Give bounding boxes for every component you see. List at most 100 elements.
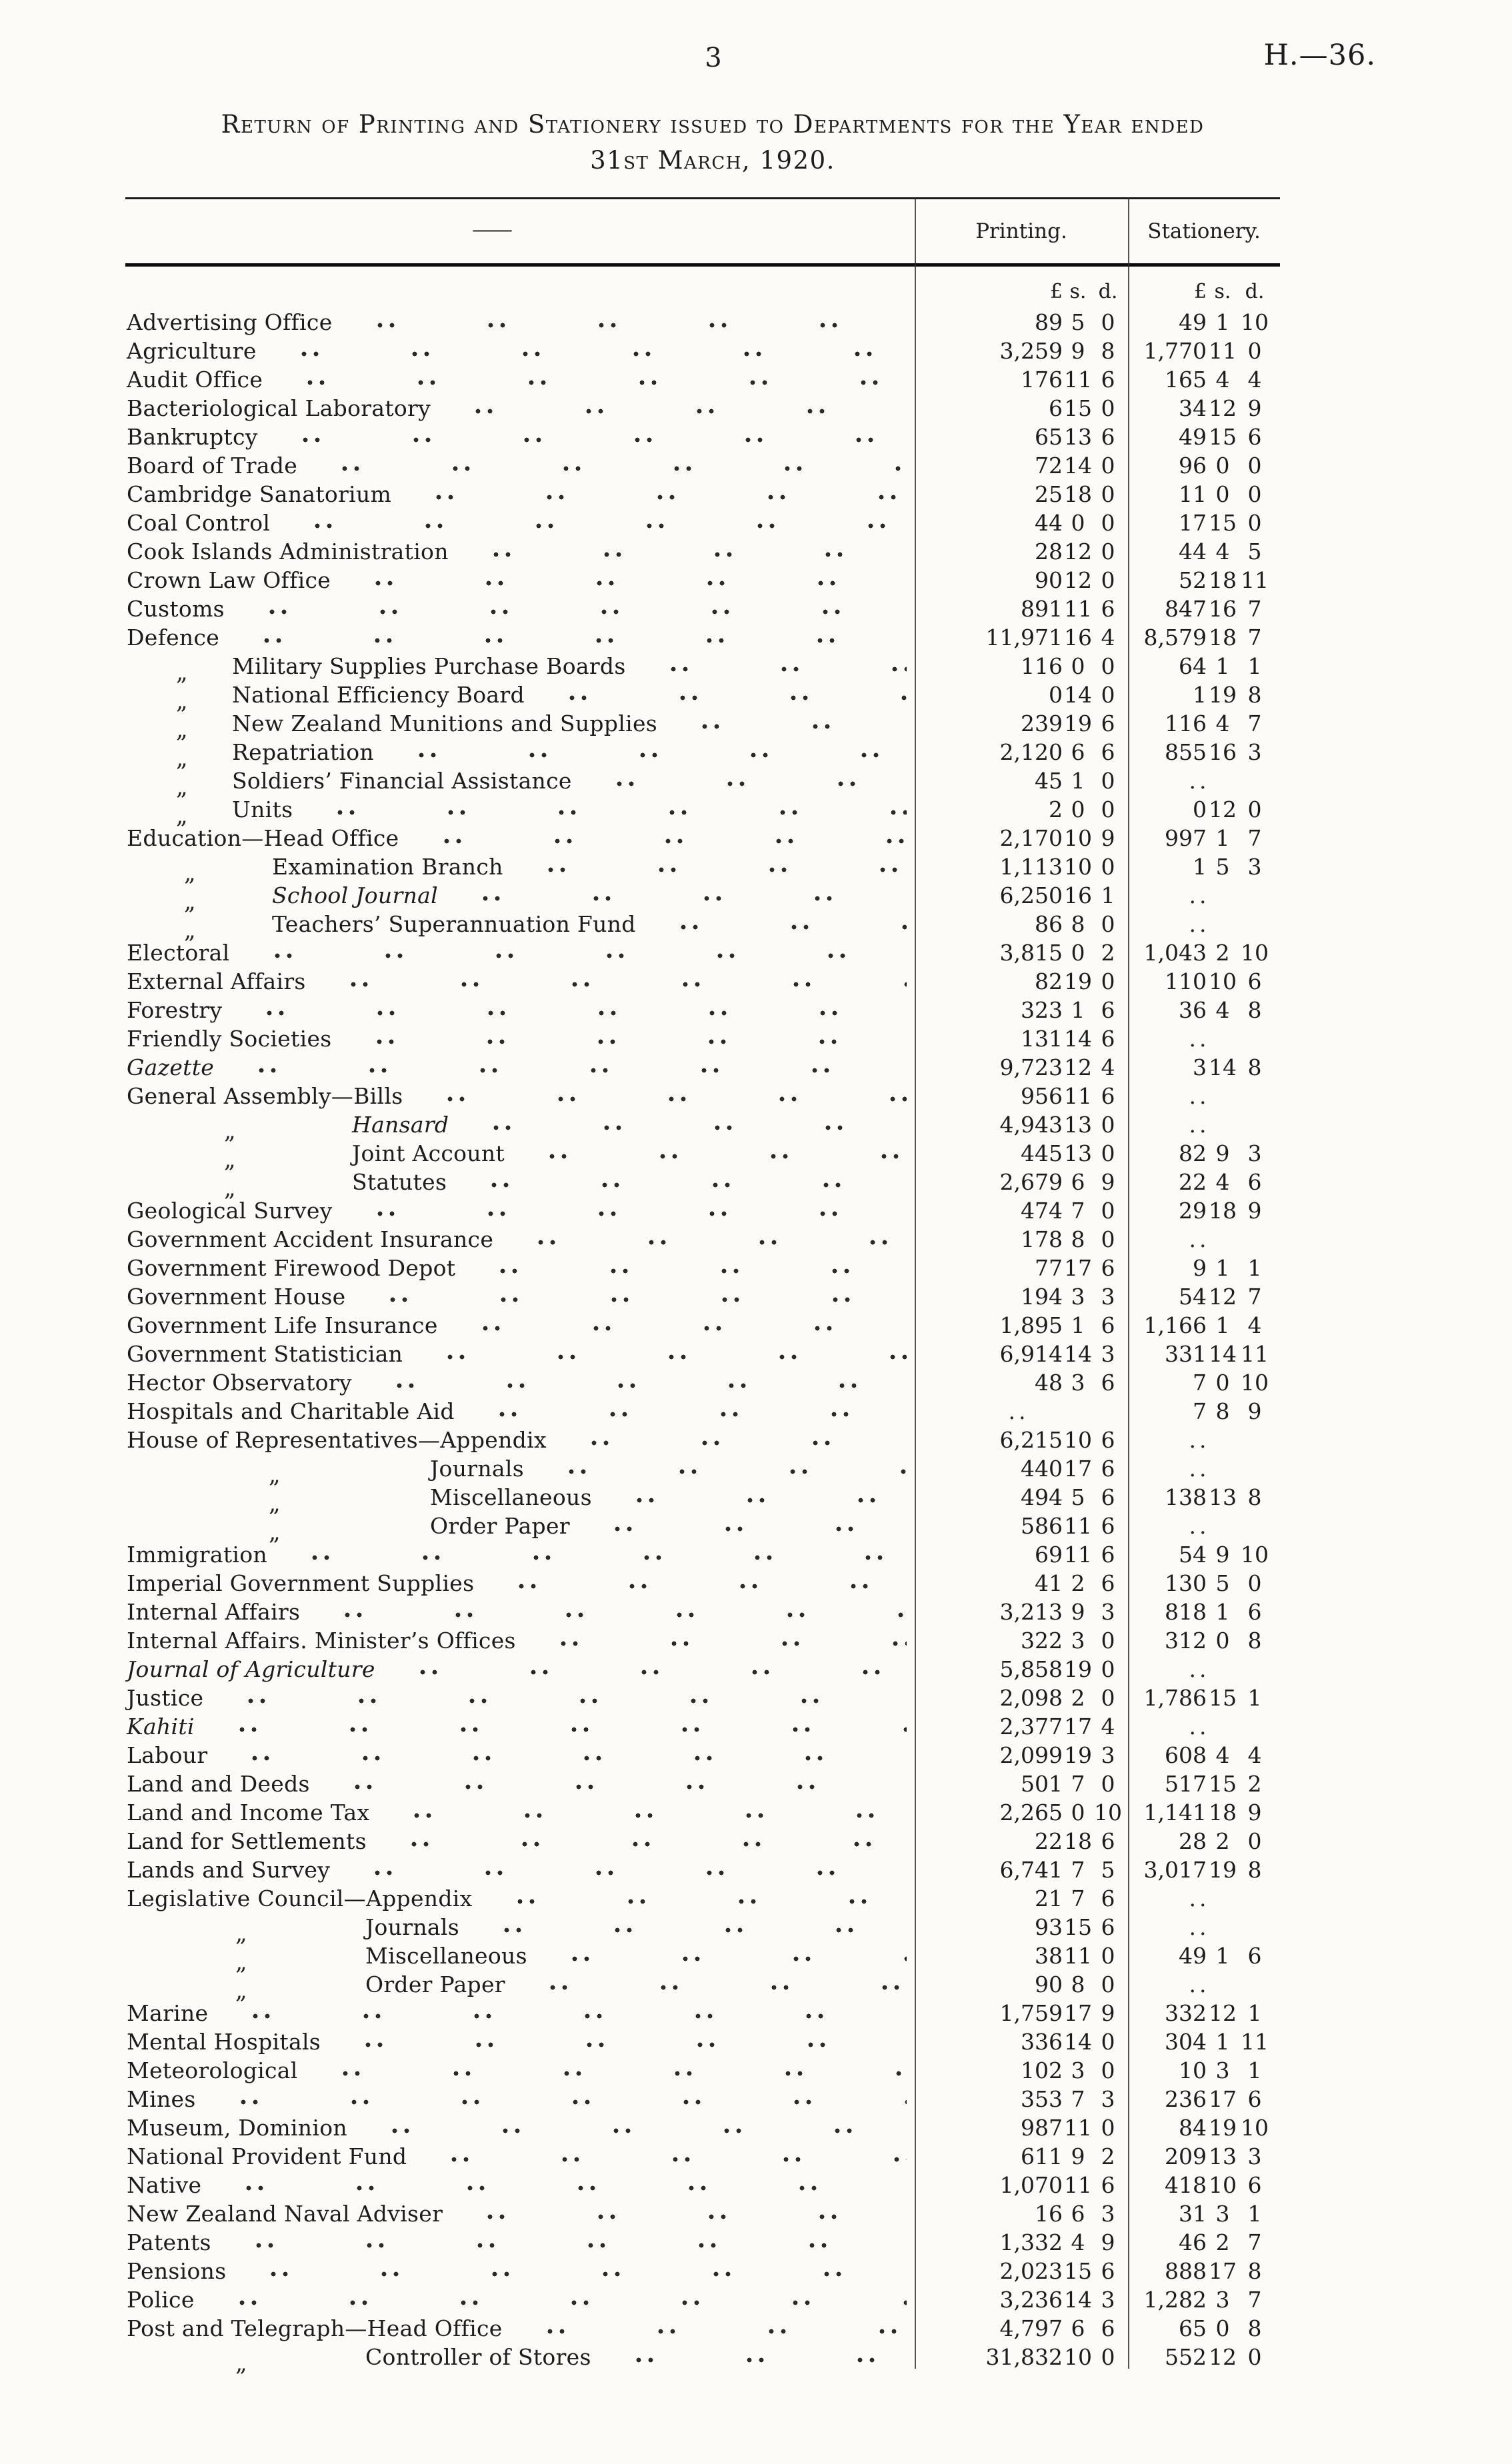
stationery-amount: 1,043 2 10 <box>1143 940 1269 966</box>
table-row: Education—Head Office 2,170 10 9 997 1 7 <box>125 824 1280 852</box>
stationery-amount: .. <box>1189 882 1210 908</box>
department-name: Education—Head Office <box>127 825 399 851</box>
printing-column-rule <box>915 197 916 2369</box>
printing-amount: 6 15 0 <box>1049 395 1115 421</box>
dot-leader <box>513 1225 907 1254</box>
stationery-amount: 1,786 15 1 <box>1143 1685 1262 1711</box>
dot-leader <box>467 1168 907 1196</box>
table-row: Government House 194 3 3 54 12 7 <box>125 1282 1280 1311</box>
stationery-amount: .. <box>1189 1971 1210 1997</box>
table-row: „ Units 2 0 0 0 12 0 <box>125 795 1280 827</box>
department-name: Units <box>232 796 293 822</box>
department-cell: National Provident Fund <box>125 2142 915 2171</box>
table-row: Government Statistician 6,914 14 3 331 14 11 <box>125 1340 1280 1368</box>
table-row: Legislative Council—Appendix 21 7 6.. <box>125 1884 1280 1913</box>
department-name: Marine <box>127 2000 209 2026</box>
department-name: Cambridge Sanatorium <box>127 481 392 507</box>
department-name: Hansard <box>352 1112 449 1138</box>
dot-leader <box>341 2027 907 2056</box>
printing-amount: 6,215 10 6 <box>999 1427 1115 1453</box>
dot-leader <box>423 1340 907 1368</box>
dot-leader <box>589 1512 907 1540</box>
table-row: Labour 2,099 19 3 608 4 4 <box>125 1741 1280 1770</box>
department-cell: Miscellaneous <box>125 1483 915 1512</box>
department-cell: Audit Office <box>125 365 915 394</box>
table-row: „ Joint Account 445 13 0 82 9 3 <box>125 1139 1280 1173</box>
department-cell: Hector Observatory <box>125 1368 915 1397</box>
dot-leader <box>317 451 907 480</box>
printing-column-header: Printing. <box>975 219 1067 243</box>
printing-amount: 11,971 16 4 <box>985 624 1115 650</box>
stationery-amount: 552 12 0 <box>1165 2344 1262 2370</box>
table-row: „ Hansard 4,943 13 0.. <box>125 1110 1280 1144</box>
department-name: Customs <box>127 596 225 622</box>
department-name: Journal of Agriculture <box>127 1656 375 1682</box>
table-row: Land and Income Tax 2,265 0 10 1,141 18 9 <box>125 1798 1280 1827</box>
department-cell: Land and Income Tax <box>125 1798 915 1827</box>
printing-amount: 336 14 0 <box>1021 2029 1115 2055</box>
department-cell: Education—Head Office <box>125 824 915 852</box>
department-name: Bacteriological Laboratory <box>127 395 431 421</box>
printing-amount: 6,914 14 3 <box>999 1341 1115 1367</box>
printing-amount: 1,113 10 0 <box>999 854 1115 880</box>
printing-amount: 86 8 0 <box>1035 911 1115 937</box>
department-cell: Cook Islands Administration <box>125 537 915 566</box>
dot-leader <box>547 1941 907 1970</box>
department-cell: Customs <box>125 595 915 623</box>
ditto-mark: „ <box>224 1146 236 1173</box>
stationery-amount: .. <box>1189 1427 1210 1453</box>
pound-sign: £ <box>1049 280 1063 303</box>
department-cell: Soldiers’ Financial Assistance <box>125 766 915 795</box>
department-name: House of Representatives—Appendix <box>127 1427 547 1453</box>
department-cell: Miscellaneous <box>125 1941 915 1970</box>
department-cell: Units <box>125 795 915 824</box>
department-name: New Zealand Munitions and Supplies <box>232 710 658 736</box>
money-units-row: £ s. d. £ s. d. <box>125 267 1280 308</box>
dot-leader <box>395 1655 907 1684</box>
stationery-amount: 331 14 11 <box>1165 1341 1269 1367</box>
stationery-amount: 608 4 4 <box>1165 1742 1262 1768</box>
printing-amount: 2,120 6 6 <box>999 739 1115 765</box>
printing-amount: 102 3 0 <box>1021 2057 1115 2083</box>
dot-leader <box>325 967 907 996</box>
table-row: Land and Deeds 501 7 0 517 15 2 <box>125 1770 1280 1798</box>
ditto-mark: „ <box>224 1118 236 1144</box>
table-row: Justice 2,098 2 0 1,786 15 1 <box>125 1684 1280 1712</box>
stationery-amount: 1,141 18 9 <box>1143 1800 1262 1826</box>
department-cell: Patents <box>125 2228 915 2257</box>
department-name: Government Accident Insurance <box>127 1226 494 1252</box>
department-name: Geological Survey <box>127 1198 333 1224</box>
stationery-amount: .. <box>1189 1513 1210 1539</box>
department-name: National Provident Fund <box>127 2143 407 2169</box>
department-cell: Repatriation <box>125 738 915 766</box>
table-row: Government Life Insurance 1,895 1 6 1,166 1 4 <box>125 1311 1280 1340</box>
dot-leader <box>535 1626 907 1655</box>
ditto-mark: „ <box>176 688 188 714</box>
department-name: Justice <box>127 1685 204 1711</box>
department-cell: New Zealand Naval Adviser <box>125 2199 915 2228</box>
printing-amount: 2,170 10 9 <box>999 825 1115 851</box>
stationery-amount: .. <box>1189 1914 1210 1940</box>
department-name: Coal Control <box>127 510 271 536</box>
department-cell: Order Paper <box>125 1970 915 1999</box>
department-cell: Journal of Agriculture <box>125 1655 915 1684</box>
department-name: New Zealand Naval Adviser <box>127 2201 443 2227</box>
ditto-mark: „ <box>235 2350 247 2377</box>
printing-amount: 440 17 6 <box>1021 1456 1115 1482</box>
dot-leader <box>645 652 907 680</box>
printing-amount: .. <box>1008 1398 1029 1424</box>
department-cell: Examination Branch <box>125 852 915 881</box>
table-row: Defence 11,971 16 4 8,579 18 7 <box>125 623 1280 652</box>
dot-leader <box>393 738 907 766</box>
table-row: Police 3,236 14 3 1,282 3 7 <box>125 2285 1280 2314</box>
stationery-amount: 3 14 8 <box>1193 1054 1262 1080</box>
department-cell: Bankruptcy <box>125 423 915 451</box>
department-name: Electoral <box>127 940 230 966</box>
department-name: Land for Settlements <box>127 1828 367 1854</box>
table-row: Gazette 9,723 12 4 3 14 8 <box>125 1053 1280 1082</box>
department-name: Pensions <box>127 2258 227 2284</box>
ditto-mark: „ <box>176 659 188 686</box>
stationery-amount: 46 2 7 <box>1179 2229 1262 2255</box>
department-name: Military Supplies Purchase Boards <box>232 653 626 679</box>
printing-amount: 131 14 6 <box>1021 1026 1115 1052</box>
